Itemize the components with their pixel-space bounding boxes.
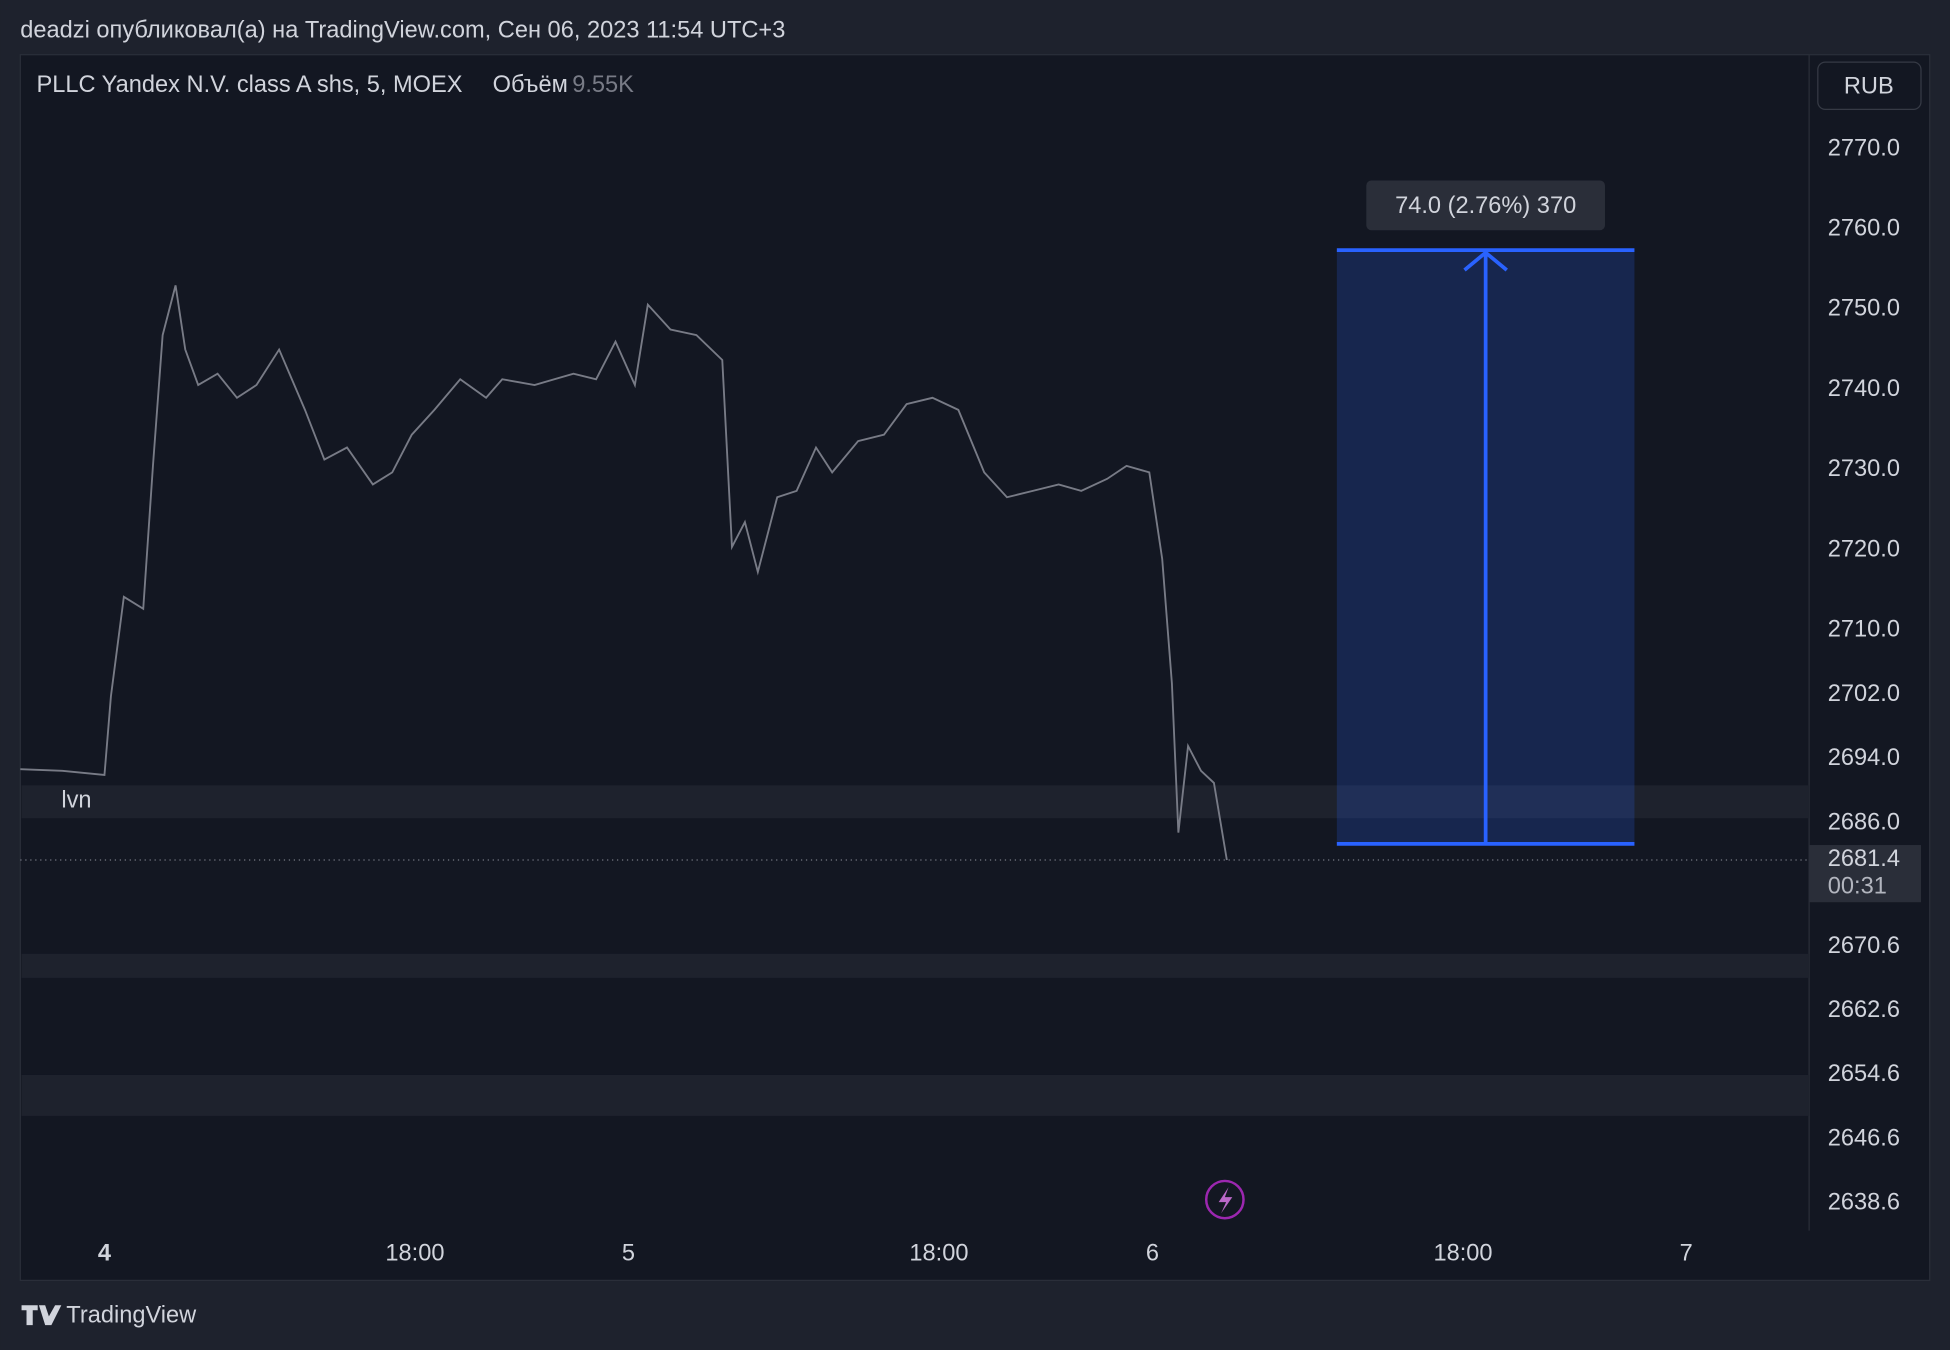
logo <box>21 1305 62 1326</box>
y-tick-label: 2662.6 <box>1828 997 1900 1023</box>
measure-arrowhead <box>1463 250 1508 272</box>
y-tick-label: 2730.0 <box>1828 456 1900 482</box>
y-tick-label: 2750.0 <box>1828 296 1900 322</box>
y-tick-label: 2638.6 <box>1828 1190 1900 1216</box>
last-price-label: 2681.4 <box>1828 846 1900 872</box>
zone <box>21 785 1810 819</box>
y-tick-label: 2654.6 <box>1828 1061 1900 1087</box>
y-tick-label: 2702.0 <box>1828 681 1900 707</box>
y-tick-label: 2760.0 <box>1828 215 1900 241</box>
countdown: 00:31 <box>1828 874 1887 900</box>
y-tick-label: 2740.0 <box>1828 376 1900 402</box>
volume-label: Объём <box>493 72 568 98</box>
volume-value: 9.55K <box>572 72 634 98</box>
footer: TradingView <box>66 1303 197 1329</box>
last-price-box <box>1809 845 1921 903</box>
y-tick-label: 2770.0 <box>1828 135 1900 161</box>
x-tick-label: 18:00 <box>385 1241 444 1267</box>
currency-button[interactable] <box>1817 61 1922 111</box>
measure-label: 74.0 (2.76%) 370 <box>1395 193 1576 219</box>
y-tick-label: 2670.6 <box>1828 933 1900 959</box>
plot: lvn 2770.0 2760.0 2750.0 2740.0 2730.0 2720.0 2… <box>20 135 1921 1267</box>
x-tick-label: 18:00 <box>909 1241 968 1267</box>
measure-label-box <box>1366 180 1605 231</box>
event-icon[interactable] <box>1204 1179 1245 1220</box>
zone-label: lvn <box>61 788 91 814</box>
y-tick-label: 2720.0 <box>1828 536 1900 562</box>
x-tick-label: 18:00 <box>1433 1241 1492 1267</box>
x-tick-label: 5 <box>622 1241 635 1267</box>
zone <box>21 953 1810 978</box>
x-tick-label: 4 <box>98 1241 111 1267</box>
y-tick-label: 2646.6 <box>1828 1125 1900 1151</box>
x-tick-label: 6 <box>1146 1241 1159 1267</box>
x-tick-label: 7 <box>1680 1241 1693 1267</box>
y-tick-label: 2686.0 <box>1828 809 1900 835</box>
chart-title: PLLC Yandex N.V. class A shs, 5, MOEX <box>36 72 462 98</box>
y-tick-label: 2694.0 <box>1828 745 1900 771</box>
currency[interactable]: RUB <box>1844 73 1894 99</box>
zone <box>21 1074 1810 1116</box>
y-tick-label: 2710.0 <box>1828 617 1900 643</box>
price-line <box>20 285 1228 861</box>
event-bolt <box>1218 1187 1233 1214</box>
header: deadzi опубликовал(а) на TradingView.com… <box>20 17 785 43</box>
